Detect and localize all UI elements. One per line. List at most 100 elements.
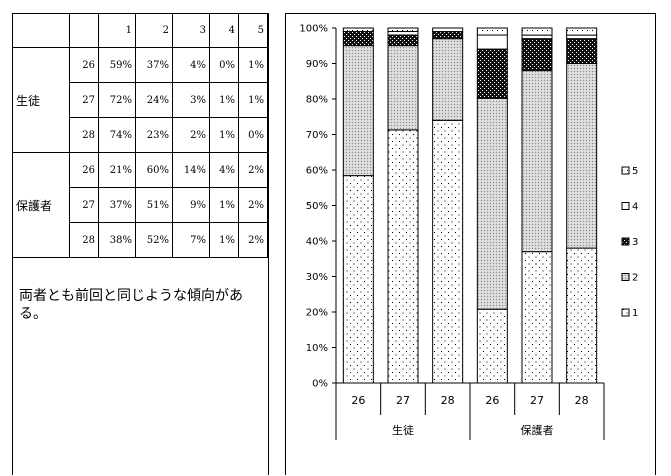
y-tick-label: 30% — [306, 272, 328, 283]
table-header-cell: 2 — [135, 13, 174, 48]
y-tick-label: 90% — [306, 59, 328, 70]
y-tick-label: 10% — [306, 343, 328, 354]
y-tick-label: 60% — [306, 166, 328, 177]
table-header-cell — [12, 13, 70, 48]
value-cell: 4% — [209, 152, 239, 188]
bar-segment — [566, 247, 598, 384]
table-row: 28 74% 23% 2% 1% 0% — [13, 117, 268, 153]
value-cell: 1% — [209, 117, 239, 153]
table-header-cell: 3 — [172, 13, 211, 48]
legend-label: 4 — [632, 202, 638, 213]
year-cell: 28 — [69, 222, 99, 258]
value-cell: 1% — [209, 187, 239, 223]
table-row: 保護者 26 21% 60% 14% 4% 2% — [12, 152, 268, 258]
comment-text: 両者とも前回と同じような傾向がある。 — [19, 288, 243, 322]
legend-label: 3 — [632, 237, 638, 248]
year-cell: 27 — [69, 82, 99, 118]
year-cell: 27 — [69, 187, 99, 223]
bar-segment — [476, 27, 508, 36]
value-cell: 2% — [238, 152, 268, 188]
legend-label: 5 — [632, 166, 638, 177]
table-row: 27 37% 51% 9% 1% 2% — [13, 187, 268, 223]
stacked-bar-chart: 0% 10% 20% 30% 40% 50% 60% 70% 80% 90% 100% 26 27 28 2… — [299, 24, 638, 440]
value-cell: 51% — [135, 187, 174, 223]
legend-label: 1 — [632, 308, 638, 319]
bar-segment — [342, 31, 374, 47]
bar-segment — [566, 38, 598, 64]
value-cell: 1% — [209, 222, 239, 258]
legend-swatch — [621, 166, 630, 175]
value-cell: 74% — [97, 117, 137, 153]
bar-segment — [476, 308, 508, 384]
value-cell: 0% — [238, 117, 268, 153]
x-tick-label: 27 — [530, 394, 544, 407]
value-cell: 3% — [172, 82, 211, 118]
bar-segment — [387, 27, 419, 33]
bar-segment — [521, 34, 553, 40]
group-label: 生徒 — [12, 47, 70, 153]
table-row: 27 72% 24% 3% 1% 1% — [13, 82, 268, 118]
bar-segment — [342, 45, 374, 177]
y-tick-label: 0% — [312, 379, 328, 390]
x-tick-label: 27 — [396, 394, 410, 407]
group-label: 生徒 — [392, 423, 414, 437]
value-cell: 1% — [238, 47, 268, 83]
bar-segment — [432, 38, 464, 121]
y-tick-label: 20% — [306, 308, 328, 319]
value-cell: 0% — [209, 47, 239, 83]
x-tick-label: 26 — [351, 394, 365, 407]
bar-segment — [387, 45, 419, 131]
value-cell: 37% — [97, 187, 137, 223]
table-header-cell: 1 — [97, 13, 137, 48]
y-tick-label: 70% — [306, 130, 328, 141]
legend-swatch — [621, 273, 630, 281]
bar-segment — [476, 48, 508, 99]
bar-segment — [566, 63, 598, 249]
value-cell: 60% — [135, 152, 174, 188]
value-cell: 1% — [238, 82, 268, 118]
bar-segment — [387, 129, 419, 384]
table-row: 28 38% 52% 7% 1% 2% — [13, 222, 268, 258]
bar-segment — [432, 31, 464, 40]
bar-segment — [432, 27, 464, 33]
value-cell: 52% — [135, 222, 174, 258]
x-tick-label: 26 — [485, 394, 499, 407]
bar-segment — [432, 119, 464, 384]
year-cell: 28 — [69, 117, 99, 153]
table-row: 生徒 26 59% 37% 4% 0% 1% — [12, 47, 268, 153]
x-tick-label: 28 — [575, 394, 589, 407]
legend-swatch — [621, 237, 630, 246]
group-label: 保護者 — [12, 152, 70, 258]
bar-segment — [387, 31, 419, 36]
data-table-panel: 1 2 3 4 5 生徒 26 59% 37% 4% 0% 1% 27 72% 24% 3% 1% 1% 28 74%… — [12, 13, 269, 475]
bar-segment — [566, 27, 598, 36]
bar-segment — [521, 70, 553, 253]
table-header-cell: 5 — [238, 13, 268, 48]
bar-segment — [521, 38, 553, 72]
value-cell: 2% — [238, 222, 268, 258]
value-cell: 23% — [135, 117, 174, 153]
legend-swatch — [621, 202, 630, 210]
value-cell: 1% — [209, 82, 239, 118]
y-tick-label: 40% — [306, 237, 328, 248]
value-cell: 72% — [97, 82, 137, 118]
chart-panel: 0% 10% 20% 30% 40% 50% 60% 70% 80% 90% 100% 26 27 28 2… — [285, 13, 656, 475]
bar-segment — [342, 175, 374, 384]
y-tick-label: 80% — [306, 95, 328, 106]
value-cell: 2% — [238, 187, 268, 223]
value-cell: 59% — [97, 47, 137, 83]
data-table: 1 2 3 4 5 生徒 26 59% 37% 4% 0% 1% 27 72% 24% 3% 1% 1% 28 74%… — [12, 13, 268, 258]
table-header-cell: 4 — [209, 13, 239, 48]
value-cell: 9% — [172, 187, 211, 223]
value-cell: 2% — [172, 117, 211, 153]
year-cell: 26 — [69, 152, 99, 188]
x-tick-label: 28 — [441, 394, 455, 407]
bar-segment — [476, 97, 508, 310]
bar-segment — [521, 251, 553, 384]
value-cell: 7% — [172, 222, 211, 258]
y-tick-label: 100% — [299, 24, 328, 35]
year-cell: 26 — [69, 47, 99, 83]
group-label: 保護者 — [521, 423, 554, 437]
value-cell: 14% — [172, 152, 211, 188]
